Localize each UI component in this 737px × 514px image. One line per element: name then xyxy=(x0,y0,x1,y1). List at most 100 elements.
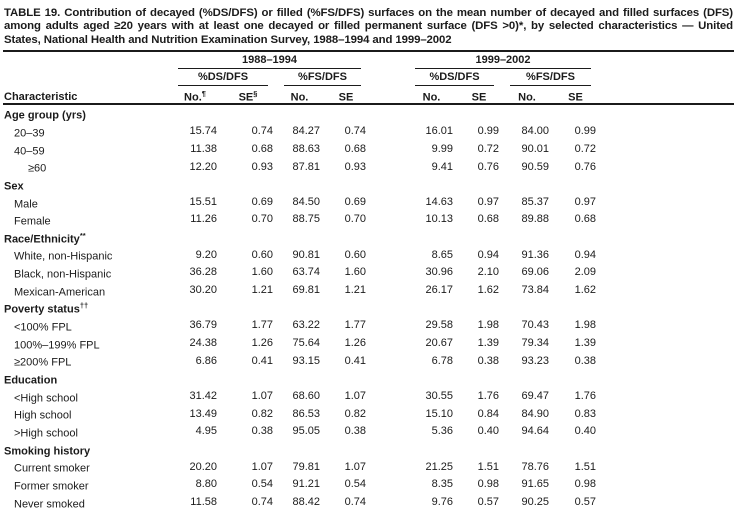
value-cell: 69.47 xyxy=(521,390,549,403)
value-cell: 1.07 xyxy=(251,460,273,473)
value-cell: 68.60 xyxy=(292,390,320,403)
value-cell: 1.76 xyxy=(574,390,596,403)
spacer-cell xyxy=(599,423,734,441)
value-cell: 29.58 xyxy=(425,319,453,332)
value-cell: 1.39 xyxy=(477,337,499,350)
value-cell: 1.62 xyxy=(574,284,596,297)
table-row: Black, non-Hispanic 36.28 1.60 63.74 1.6… xyxy=(3,264,734,282)
spacer-cell xyxy=(599,388,734,406)
row-label-text: ≥60 xyxy=(28,162,47,175)
value-cell: 79.81 xyxy=(292,460,320,473)
section-label-text: Poverty status xyxy=(4,304,80,317)
table-row: <100% FPL 36.79 1.77 63.22 1.77 29.58 1.… xyxy=(3,317,734,335)
value-cell: 0.97 xyxy=(477,195,499,208)
row-label-text: <High school xyxy=(14,392,78,405)
value-cell: 0.74 xyxy=(344,125,366,138)
value-cell: 69.06 xyxy=(521,266,549,279)
spacer-cell xyxy=(369,282,407,300)
value-cell: 94.64 xyxy=(521,425,549,438)
col-header-no-1: No.¶ xyxy=(170,86,220,106)
table-row: Female 11.26 0.70 88.75 0.70 10.13 0.68 … xyxy=(3,211,734,229)
value-cell: 36.28 xyxy=(189,266,217,279)
value-cell: 1.07 xyxy=(344,390,366,403)
value-cell: 95.05 xyxy=(292,425,320,438)
table-row: Former smoker 8.80 0.54 91.21 0.54 8.35 … xyxy=(3,476,734,494)
row-label-text: Black, non-Hispanic xyxy=(14,268,112,281)
value-cell: 2.09 xyxy=(574,266,596,279)
row-label: <High school xyxy=(3,388,170,406)
period-header-1988-1994: 1988–1994 xyxy=(170,52,369,70)
value-cell: 88.42 xyxy=(292,495,320,508)
value-cell: 15.51 xyxy=(189,195,217,208)
row-label-text: White, non-Hispanic xyxy=(14,251,113,264)
value-cell: 0.83 xyxy=(574,407,596,420)
group-header-fs-dfs-2: %FS/DFS xyxy=(502,69,599,87)
value-cell: 11.26 xyxy=(190,213,217,226)
value-cell: 89.88 xyxy=(521,213,549,226)
value-cell: 93.23 xyxy=(521,354,549,367)
section-row: Age group (yrs) xyxy=(3,104,734,123)
table-row: 100%–199% FPL 24.38 1.26 75.64 1.26 20.6… xyxy=(3,335,734,353)
value-cell: 1.62 xyxy=(477,284,499,297)
value-cell: 90.25 xyxy=(521,495,549,508)
value-cell: 0.99 xyxy=(574,125,596,138)
section-row: Sex xyxy=(3,176,734,194)
value-cell: 14.63 xyxy=(425,195,453,208)
section-label: Poverty status†† xyxy=(3,299,734,317)
value-cell: 91.65 xyxy=(521,478,549,491)
value-cell: 0.68 xyxy=(251,142,273,155)
table-row: >High school 4.95 0.38 95.05 0.38 5.36 0… xyxy=(3,423,734,441)
row-label: ≥60 xyxy=(3,158,170,176)
value-cell: 84.27 xyxy=(292,125,320,138)
value-cell: 0.68 xyxy=(477,213,499,226)
row-label: 100%–199% FPL xyxy=(3,335,170,353)
spacer-cell xyxy=(3,69,170,86)
value-cell: 91.21 xyxy=(292,478,320,491)
table-row: Male 15.51 0.69 84.50 0.69 14.63 0.97 85… xyxy=(3,194,734,212)
value-cell: 15.10 xyxy=(425,407,453,420)
spacer-cell xyxy=(599,52,734,69)
row-label: >High school xyxy=(3,423,170,441)
spacer-cell xyxy=(599,494,734,512)
spacer-cell xyxy=(599,211,734,229)
value-cell: 30.96 xyxy=(425,266,453,279)
value-cell: 1.77 xyxy=(251,319,273,332)
row-label-text: 20–39 xyxy=(14,127,45,140)
value-cell: 63.74 xyxy=(292,266,320,279)
value-cell: 1.77 xyxy=(344,319,366,332)
value-cell: 85.37 xyxy=(521,195,549,208)
value-cell: 5.36 xyxy=(431,425,453,438)
value-cell: 1.98 xyxy=(574,319,596,332)
spacer-cell xyxy=(599,123,734,141)
value-cell: 90.59 xyxy=(521,160,549,173)
row-label-text: >High school xyxy=(14,427,78,440)
value-cell: 1.07 xyxy=(251,390,273,403)
value-cell: 0.74 xyxy=(251,125,273,138)
value-cell: 8.80 xyxy=(195,478,217,491)
section-row: Race/Ethnicity** xyxy=(3,229,734,247)
value-cell: 0.57 xyxy=(574,495,596,508)
spacer-cell xyxy=(369,264,407,282)
table-row: <High school 31.42 1.07 68.60 1.07 30.55… xyxy=(3,388,734,406)
spacer-cell xyxy=(369,352,407,370)
value-cell: 0.74 xyxy=(251,495,273,508)
table-row: Current smoker 20.20 1.07 79.81 1.07 21.… xyxy=(3,458,734,476)
value-cell: 16.01 xyxy=(425,125,453,138)
value-cell: 0.40 xyxy=(574,425,596,438)
value-cell: 1.21 xyxy=(251,284,273,297)
section-label: Education xyxy=(3,370,734,388)
spacer-cell xyxy=(369,511,407,514)
spacer-cell xyxy=(369,194,407,212)
spacer-cell xyxy=(369,86,407,106)
value-cell: 1.07 xyxy=(344,460,366,473)
value-cell: 30.20 xyxy=(189,284,217,297)
col-header-se-1: SE§ xyxy=(220,86,276,106)
spacer-cell xyxy=(599,317,734,335)
row-label: Total xyxy=(3,511,170,514)
value-cell: 0.94 xyxy=(477,248,499,261)
section-label: Sex xyxy=(3,176,734,194)
table-row: Never smoked 11.58 0.74 88.42 0.74 9.76 … xyxy=(3,494,734,512)
row-label-text: <100% FPL xyxy=(14,321,72,334)
column-header-row: Characteristic No.¶ SE§ No. SE No. SE No… xyxy=(3,86,734,106)
value-cell: 93.15 xyxy=(292,354,320,367)
